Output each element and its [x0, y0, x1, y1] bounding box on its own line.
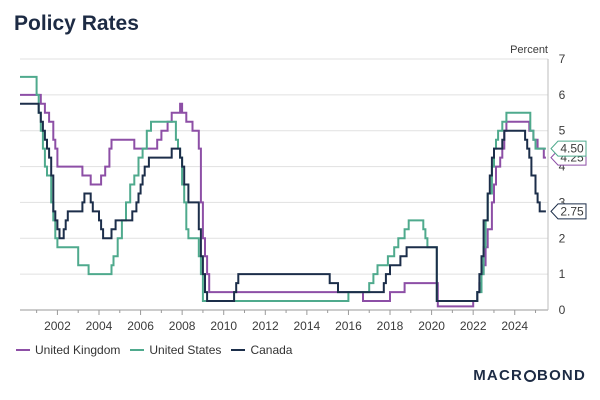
y-tick-label: 6 [559, 88, 566, 102]
y-tick-label: 0 [559, 303, 566, 317]
macrobond-logo: MACR BOND [473, 367, 586, 384]
x-tick-label: 2014 [294, 319, 321, 333]
y-axis-unit-label: Percent [510, 44, 548, 56]
end-label-box-us [550, 140, 587, 157]
x-tick-label: 2010 [210, 319, 237, 333]
y-tick-label: 1 [559, 267, 566, 281]
logo-text-right: BOND [537, 367, 586, 384]
chart-title: Policy Rates [14, 12, 139, 35]
x-tick-label: 2018 [377, 319, 404, 333]
series-line-uk [20, 93, 546, 308]
y-tick-label: 3 [559, 195, 566, 209]
x-tick-label: 2006 [127, 319, 154, 333]
end-label-box-ca [550, 203, 587, 220]
y-axis: 0 1 2 3 4 5 6 7 [547, 52, 566, 317]
end-value-labels: 4.254.502.75 [550, 140, 587, 220]
x-axis: 2002 2004 2006 2008 2010 2012 2014 2016 2018 2020… [20, 309, 548, 333]
x-tick-label: 2008 [169, 319, 196, 333]
legend-swatch-us [130, 349, 145, 351]
y-tick-label: 2 [559, 231, 566, 245]
x-tick-label: 2022 [460, 319, 487, 333]
legend-item-ca: Canada [231, 343, 292, 357]
policy-rates-chart: 2002 2004 2006 2008 2010 2012 2014 2016 2018 2020… [20, 44, 587, 333]
legend-label-uk: United Kingdom [35, 343, 121, 357]
legend-swatch-uk [16, 349, 30, 351]
legend-item-uk: United Kingdom [16, 343, 120, 357]
y-tick-label: 5 [559, 124, 566, 138]
x-tick-label: 2002 [44, 319, 71, 333]
legend-item-us: United States [130, 343, 221, 357]
x-tick-label: 2016 [335, 319, 362, 333]
series-lines [20, 75, 546, 308]
legend: United Kingdom United States Canada [16, 343, 292, 357]
x-tick-label: 2004 [86, 319, 113, 333]
legend-swatch-ca [231, 349, 246, 351]
series-line-ca [20, 102, 546, 302]
y-tick-label: 7 [559, 52, 566, 66]
logo-o-icon [524, 370, 537, 382]
y-tick-label: 4 [559, 160, 566, 174]
logo-text-left: MACR [473, 367, 524, 384]
x-tick-label: 2020 [418, 319, 445, 333]
x-tick-label: 2024 [501, 319, 528, 333]
legend-label-ca: Canada [250, 343, 293, 357]
legend-label-us: United States [149, 343, 222, 357]
x-tick-label: 2012 [252, 319, 279, 333]
end-label-us: 4.50 [560, 142, 584, 156]
series-line-us [20, 75, 546, 302]
end-label-ca: 2.75 [560, 204, 584, 218]
